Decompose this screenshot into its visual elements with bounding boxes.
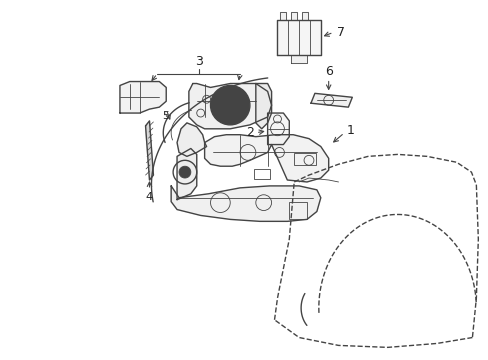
Polygon shape xyxy=(177,148,196,200)
Bar xyxy=(253,169,269,179)
Polygon shape xyxy=(280,12,286,19)
Polygon shape xyxy=(302,12,307,19)
Polygon shape xyxy=(310,93,351,107)
Text: 7: 7 xyxy=(336,26,344,39)
Text: 2: 2 xyxy=(245,126,253,139)
Circle shape xyxy=(210,85,249,125)
Polygon shape xyxy=(277,19,320,55)
Text: 1: 1 xyxy=(346,124,353,137)
Polygon shape xyxy=(255,84,271,129)
Bar xyxy=(289,202,306,219)
Polygon shape xyxy=(291,12,297,19)
Polygon shape xyxy=(177,123,206,156)
Bar xyxy=(294,153,315,165)
Polygon shape xyxy=(120,82,166,113)
Text: 6: 6 xyxy=(324,65,332,78)
Polygon shape xyxy=(291,55,306,63)
Polygon shape xyxy=(204,135,328,182)
Text: 4: 4 xyxy=(145,192,153,202)
Circle shape xyxy=(179,166,190,178)
Circle shape xyxy=(218,93,242,117)
Text: 3: 3 xyxy=(194,55,202,68)
Polygon shape xyxy=(171,186,320,221)
Polygon shape xyxy=(267,113,289,145)
Polygon shape xyxy=(145,121,153,180)
Text: 5: 5 xyxy=(162,111,168,121)
Polygon shape xyxy=(188,84,271,129)
